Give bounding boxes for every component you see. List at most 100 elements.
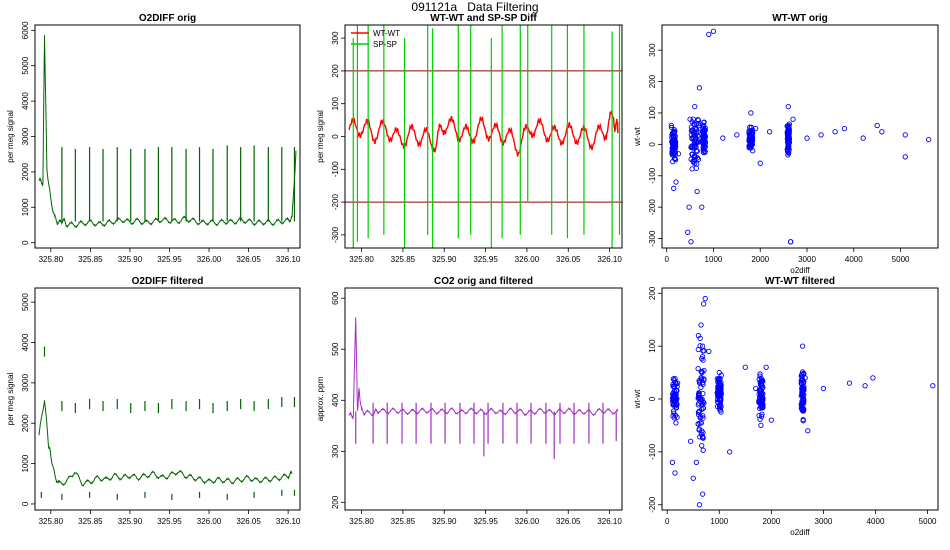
y-tick-label: -100 <box>331 161 340 178</box>
plot-area <box>348 317 619 459</box>
scatter-point <box>698 322 704 328</box>
x-tick-label: 326.05 <box>236 255 261 264</box>
scatter-point <box>693 459 700 466</box>
scatter-point <box>748 135 754 142</box>
scatter-point <box>748 110 754 116</box>
scatter-point <box>718 403 724 410</box>
y-tick-label: 2000 <box>21 162 30 180</box>
scatter-point <box>695 332 702 339</box>
x-tick-label: 3000 <box>815 517 833 526</box>
y-tick-label: 0 <box>648 142 657 147</box>
scatter-point <box>699 354 706 360</box>
x-axis-label: o2diff <box>790 266 810 275</box>
x-tick-label: 326.00 <box>515 255 540 264</box>
scatter-point <box>710 28 717 34</box>
scatter-point <box>668 122 675 129</box>
scatter-point <box>669 138 675 144</box>
scatter-point <box>750 148 756 154</box>
scatter-point <box>696 408 703 414</box>
scatter-point <box>670 381 676 388</box>
scatter-point <box>785 104 791 110</box>
scatter-point <box>693 130 700 136</box>
scatter-point <box>758 422 764 429</box>
plot-area <box>38 35 297 229</box>
scatter-point <box>669 459 676 466</box>
scatter-point <box>674 402 680 408</box>
scatter-point <box>671 145 677 152</box>
scatter-point <box>786 147 792 153</box>
scatter-point <box>688 239 694 245</box>
scatter-point <box>820 385 827 392</box>
scatter-point <box>670 408 677 414</box>
y-tick-label: 400 <box>331 393 340 407</box>
scatter-point <box>693 126 700 133</box>
scatter-point <box>687 116 693 122</box>
panel-1: O2DIFF orig 325.80 325.85 325.90 325.95 326.0… <box>6 13 301 264</box>
y-tick-label: 0 <box>331 134 340 139</box>
scatter-point <box>930 383 936 389</box>
scatter-point <box>757 416 763 422</box>
chart-title: WT-WT and SP-SP Diff <box>430 13 537 24</box>
scatter-point <box>870 375 876 381</box>
x-tick-label: 326.00 <box>197 517 222 526</box>
x-tick-label: 325.80 <box>39 517 64 526</box>
y-tick-label: -200 <box>648 496 657 513</box>
scatter-point <box>693 154 699 160</box>
scatter-point <box>699 204 705 210</box>
y-tick-label: 200 <box>648 74 657 88</box>
series-line <box>38 400 293 487</box>
panel-5: CO2 orig and filtered 325.80 325.85 325.90 3… <box>316 276 623 526</box>
x-tick-label: 325.85 <box>391 255 416 264</box>
y-tick-label: 100 <box>648 339 657 353</box>
scatter-point <box>784 146 790 153</box>
y-tick-label: 4000 <box>21 333 30 351</box>
plot-area <box>669 295 936 508</box>
legend-label: SP-SP <box>373 40 397 49</box>
y-axis-label: per meg signal <box>6 110 15 163</box>
scatter-point <box>700 138 706 144</box>
scatter-point <box>879 129 885 135</box>
scatter-point <box>701 301 707 307</box>
scatter-point <box>727 449 733 455</box>
scatter-point <box>693 140 700 146</box>
x-tick-label: 326.00 <box>515 517 540 526</box>
scatter-point <box>672 157 679 163</box>
scatter-point <box>700 124 707 130</box>
scatter-point <box>689 135 695 142</box>
scatter-point <box>742 364 748 370</box>
x-tick-label: 326.00 <box>197 255 222 264</box>
plot-area <box>345 25 622 248</box>
scatter-point <box>860 135 866 141</box>
scatter-point <box>698 375 704 381</box>
scatter-point <box>685 229 691 235</box>
scatter-point <box>692 104 698 110</box>
scatter-point <box>696 85 703 91</box>
y-tick-label: 0 <box>648 396 657 401</box>
scatter-point <box>700 149 707 156</box>
scatter-point <box>734 132 740 138</box>
y-tick-label: -200 <box>648 199 657 216</box>
scatter-point <box>801 406 807 412</box>
scatter-point <box>670 402 677 408</box>
x-tick-label: 5000 <box>892 255 910 264</box>
scatter-point <box>766 129 773 135</box>
y-tick-label: 3000 <box>21 127 30 145</box>
scatter-point <box>699 343 706 349</box>
y-tick-label: -300 <box>331 226 340 243</box>
y-tick-label: 2000 <box>21 414 30 432</box>
y-tick-label: 200 <box>331 64 340 78</box>
scatter-point <box>697 414 704 420</box>
scatter-point <box>673 392 679 398</box>
scatter-point <box>787 239 794 245</box>
y-tick-label: 100 <box>648 106 657 120</box>
x-tick-label: 325.85 <box>391 517 416 526</box>
x-tick-label: 326.05 <box>236 517 261 526</box>
scatter-point <box>700 433 706 440</box>
scatter-point <box>706 31 712 38</box>
scatter-point <box>671 137 678 144</box>
scatter-point <box>716 377 723 384</box>
scatter-point <box>800 386 807 393</box>
scatter-point <box>757 404 764 410</box>
x-tick-label: 325.90 <box>432 517 457 526</box>
